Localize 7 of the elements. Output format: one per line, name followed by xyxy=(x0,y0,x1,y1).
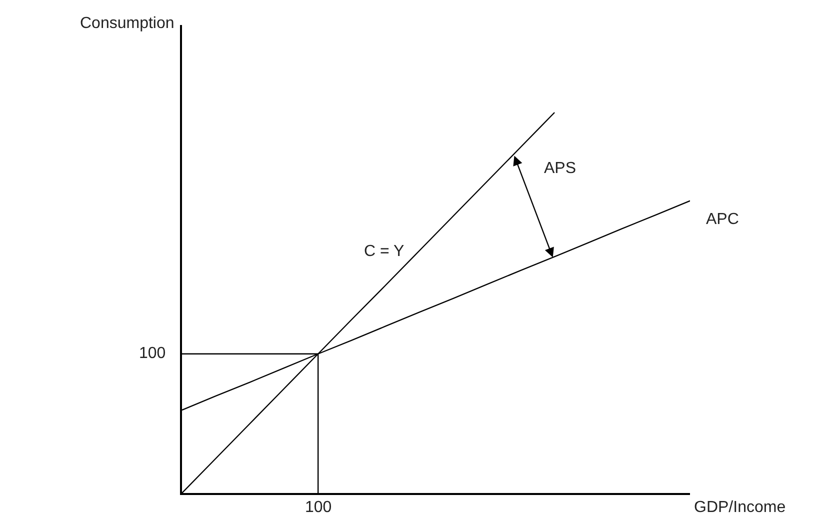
text: 100 xyxy=(139,345,166,362)
text: 100 xyxy=(305,499,332,516)
text: Consumption xyxy=(80,15,174,32)
series-label: APC xyxy=(706,211,739,228)
annotation: APS xyxy=(544,160,576,177)
x-axis-title: GDP/Income xyxy=(694,499,786,516)
series-label: C = Y xyxy=(364,243,404,260)
